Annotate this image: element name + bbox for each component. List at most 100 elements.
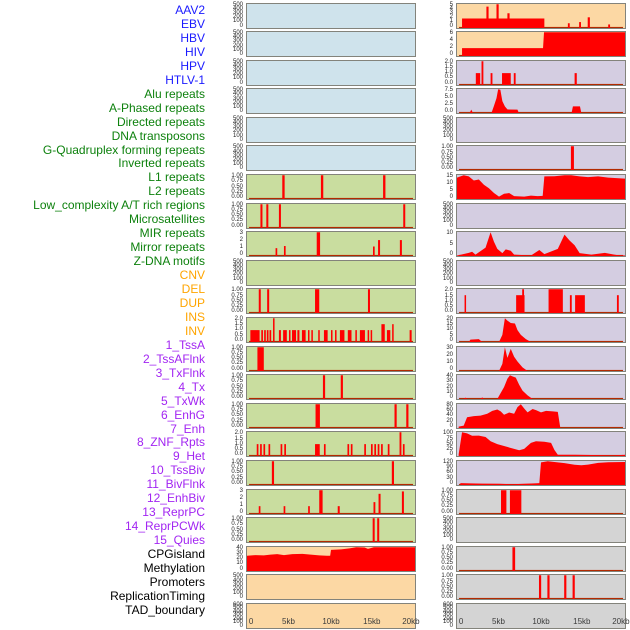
track-signal-2_TssAFlnk [459,89,623,114]
y-tick-Promoters-0.50: 0.50 [441,555,453,562]
y-tick-Z-DNA motifs-0.25: 0.25 [231,531,243,538]
track-panel-Inverted repeats [246,316,416,343]
y-tick-MIR repeats-0.00: 0.00 [231,479,243,486]
track-signal-HBV [247,61,415,85]
y-tick-A-Phased repeats-0.00: 0.00 [231,222,243,229]
track-panel-11_BivFlnk [456,345,626,372]
y-tick-2_TssAFlnk-5.0: 5.0 [444,94,453,101]
y-tick-INS-0: 0 [449,22,453,29]
y-tick-HPV-0: 0 [239,136,243,143]
track-panel-13_ReprPC [456,402,626,429]
y-tick-DNA transposons-300: 300 [232,267,243,274]
y-tick-DUP-200: 200 [232,615,243,622]
track-signal-L1 repeats [249,346,413,371]
track-panel-INV [456,31,626,58]
y-tick-HIV-400: 400 [232,91,243,98]
y-tick-Directed repeats-2: 2 [239,237,243,244]
y-tick-Methylation-300: 300 [442,524,453,531]
y-tick-11_BivFlnk-30: 30 [446,344,453,351]
track-signal-14_ReprPCWk [458,432,625,457]
y-tick-1_TssA-0.5: 0.5 [444,74,453,81]
track-panel-TAD_boundary [456,602,626,629]
track-label-AAV2: AAV2 [175,3,205,17]
y-tick-Promoters-0.00: 0.00 [441,565,453,572]
y-tick-CNV-30: 30 [236,549,243,556]
track-label-Directed repeats: Directed repeats [116,114,205,129]
track-panel-6_EnhG [456,202,626,229]
y-tick-Low_complexity A/T rich regions-0.50: 0.50 [231,412,243,419]
track-label-G-Quadruplex forming repeats: G-Quadruplex forming repeats [42,142,205,157]
track-label-12_EnhBiv: 12_EnhBiv [146,491,205,506]
y-tick-Z-DNA motifs-0.00: 0.00 [231,537,243,544]
track-signal-G-Quadruplex forming repeats [249,289,413,314]
track-signal-12_EnhBiv [459,375,623,400]
x-tick-right-15kb: 15kb [573,617,591,626]
y-tick-HTLV-1-300: 300 [232,152,243,159]
track-panel-CPGisland [456,488,626,515]
y-tick-Methylation-500: 500 [442,516,453,523]
y-tick-10_TssBiv-15: 15 [446,321,453,328]
y-tick-TAD_boundary-100: 100 [442,619,453,626]
track-label-11_BivFlnk: 11_BivFlnk [146,477,205,492]
track-panel-L2 repeats [246,374,416,401]
y-tick-3_TxFlnk-400: 400 [442,120,453,127]
y-tick-DUP-300: 300 [232,612,243,619]
y-tick-Methylation-0: 0 [449,537,453,544]
track-panel-DEL [246,574,416,601]
y-tick-INS-1: 1 [449,18,453,25]
x-tick-left-15kb: 15kb [363,617,381,626]
y-tick-Low_complexity A/T rich regions-0.00: 0.00 [231,422,243,429]
track-signal-AAV2 [247,4,415,28]
track-signal-INS [459,3,623,28]
y-tick-DNA transposons-0: 0 [239,279,243,286]
track-signal-HPV [247,118,415,142]
track-panel-A-Phased repeats [246,202,416,229]
y-tick-CNV-40: 40 [236,544,243,551]
y-tick-HTLV-1-200: 200 [232,157,243,164]
y-tick-L2 repeats-0.50: 0.50 [231,383,243,390]
y-tick-Mirror repeats-2: 2 [239,494,243,501]
y-tick-EBV-500: 500 [232,30,243,37]
track-panel-Mirror repeats [246,488,416,515]
x-tick-right-20kb: 20kb [612,617,630,626]
track-signal-HIV [247,89,415,113]
y-tick-DNA transposons-100: 100 [232,275,243,282]
y-tick-AAV2-200: 200 [232,14,243,21]
track-signal-Inverted repeats [249,318,413,342]
y-tick-G-Quadruplex forming repeats-0.00: 0.00 [231,308,243,315]
y-tick-5_TxWk-0: 0 [449,194,453,201]
y-tick-Low_complexity A/T rich regions-0.75: 0.75 [231,407,243,413]
y-tick-HPV-200: 200 [232,128,243,135]
track-label-Mirror repeats: Mirror repeats [130,240,205,255]
y-tick-12_EnhBiv-30: 30 [446,378,453,385]
track-label-7_Enh: 7_Enh [170,421,205,436]
y-tick-3_TxFlnk-0: 0 [449,136,453,143]
y-tick-DUP-600: 600 [232,601,243,608]
track-signal-Z-DNA motifs [249,518,413,543]
y-tick-DUP-100: 100 [232,619,243,626]
y-tick-L1 repeats-0.25: 0.25 [231,360,243,367]
y-tick-2_TssAFlnk-2.5: 2.5 [444,101,453,108]
y-tick-4_Tx-0.25: 0.25 [441,160,453,167]
track-panel-8_ZNF_Rpts [456,259,626,286]
y-tick-Alu repeats-0.75: 0.75 [231,178,243,185]
x-tick-left-20kb: 20kb [402,617,420,626]
y-tick-L1 repeats-0.00: 0.00 [231,365,243,372]
y-tick-CPGisland-0.25: 0.25 [441,503,453,510]
track-panel-MIR repeats [246,459,416,486]
y-tick-DUP-500: 500 [232,605,243,612]
y-tick-Microsatellites-1.0: 1.0 [234,440,243,447]
track-panel-12_EnhBiv [456,374,626,401]
y-tick-6_EnhG-300: 300 [442,210,453,217]
y-tick-Methylation-200: 200 [442,528,453,535]
track-signal-ReplicationTiming [459,575,623,600]
y-tick-HPV-500: 500 [232,115,243,122]
y-tick-DEL-400: 400 [232,577,243,584]
track-label-HBV: HBV [180,30,205,45]
y-tick-ReplicationTiming-1.00: 1.00 [441,573,453,580]
y-tick-10_TssBiv-20: 20 [446,315,453,322]
y-tick-G-Quadruplex forming repeats-0.25: 0.25 [231,303,243,310]
y-tick-6_EnhG-500: 500 [442,201,453,208]
y-tick-L2 repeats-1.00: 1.00 [231,373,243,380]
